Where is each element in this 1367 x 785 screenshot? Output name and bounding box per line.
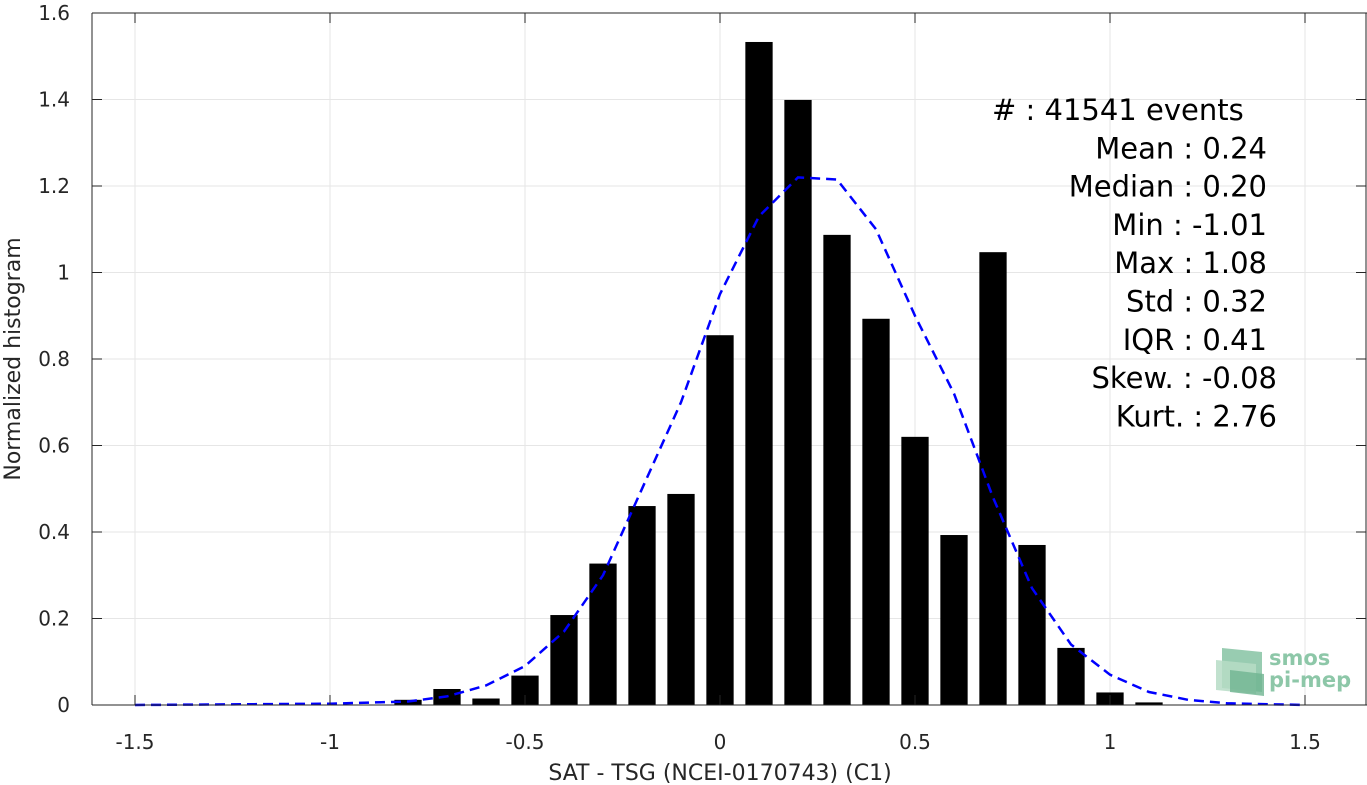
histogram-bar: [1018, 544, 1046, 705]
x-tick-label: 1.5: [1289, 730, 1321, 754]
stats-line: Median : 0.20: [1069, 170, 1267, 204]
y-tick-label: 1: [57, 261, 70, 285]
logo-text-line1: smos: [1269, 646, 1330, 670]
histogram-bar: [667, 493, 695, 705]
y-tick-label: 0.2: [38, 607, 70, 631]
histogram-bar: [979, 252, 1007, 706]
x-tick-label: 0.5: [899, 730, 931, 754]
y-tick-label: 0: [57, 693, 70, 717]
stats-line: IQR : 0.41: [1123, 323, 1267, 357]
logo-wave-icon: [1216, 648, 1264, 696]
x-axis-label: SAT - TSG (NCEI-0170743) (C1): [548, 761, 891, 785]
normal-fit-curve: [134, 176, 1306, 707]
stats-line: Min : -1.01: [1112, 208, 1267, 242]
histogram-bar: [472, 698, 500, 705]
x-tick-label: -1.5: [115, 730, 154, 754]
stats-box: # : 41541 events Mean : 0.24 Median : 0.20…: [992, 93, 1277, 433]
y-tick-label: 0.4: [38, 520, 70, 544]
y-tick-label: 0.6: [38, 434, 70, 458]
stats-line: Mean : 0.24: [1095, 131, 1267, 165]
stats-line: Kurt. : 2.76: [1116, 399, 1277, 433]
histogram-bar: [940, 535, 968, 705]
y-tick-label: 1.4: [38, 88, 70, 112]
bars-group: [394, 41, 1163, 706]
x-tick-label: 1: [1104, 730, 1117, 754]
logo-text-line2: pi-mep: [1269, 668, 1351, 692]
histogram-bar: [706, 335, 734, 705]
y-tick-labels: 0 0.2 0.4 0.6 0.8 1 1.2 1.4 1.6: [38, 1, 70, 717]
x-tick-labels: -1.5 -1 -0.5 0 0.5 1 1.5: [115, 730, 1320, 754]
histogram-bar: [1135, 702, 1163, 705]
histogram-bar: [784, 99, 812, 706]
histogram-bar: [745, 41, 773, 706]
smos-pi-mep-logo: smos pi-mep: [1216, 646, 1351, 696]
x-tick-label: 0: [714, 730, 727, 754]
histogram-bar: [550, 615, 578, 705]
stats-line: Std : 0.32: [1126, 285, 1267, 319]
histogram-bar: [628, 506, 656, 705]
stats-line: # : 41541 events: [992, 93, 1244, 127]
axes: [91, 12, 1367, 706]
histogram-bar: [589, 563, 617, 705]
y-axis-label: Normalized histogram: [1, 237, 26, 480]
histogram-bar: [823, 234, 851, 705]
y-tick-label: 0.8: [38, 347, 70, 371]
histogram-bar: [862, 318, 890, 705]
y-tick-label: 1.2: [38, 174, 70, 198]
x-tick-label: -0.5: [505, 730, 544, 754]
stats-line: Skew. : -0.08: [1091, 361, 1277, 395]
y-tick-label: 1.6: [38, 1, 70, 25]
histogram-bar: [1057, 647, 1085, 705]
x-tick-label: -1: [320, 730, 340, 754]
stats-line: Max : 1.08: [1114, 246, 1267, 280]
histogram-bar: [901, 436, 929, 705]
